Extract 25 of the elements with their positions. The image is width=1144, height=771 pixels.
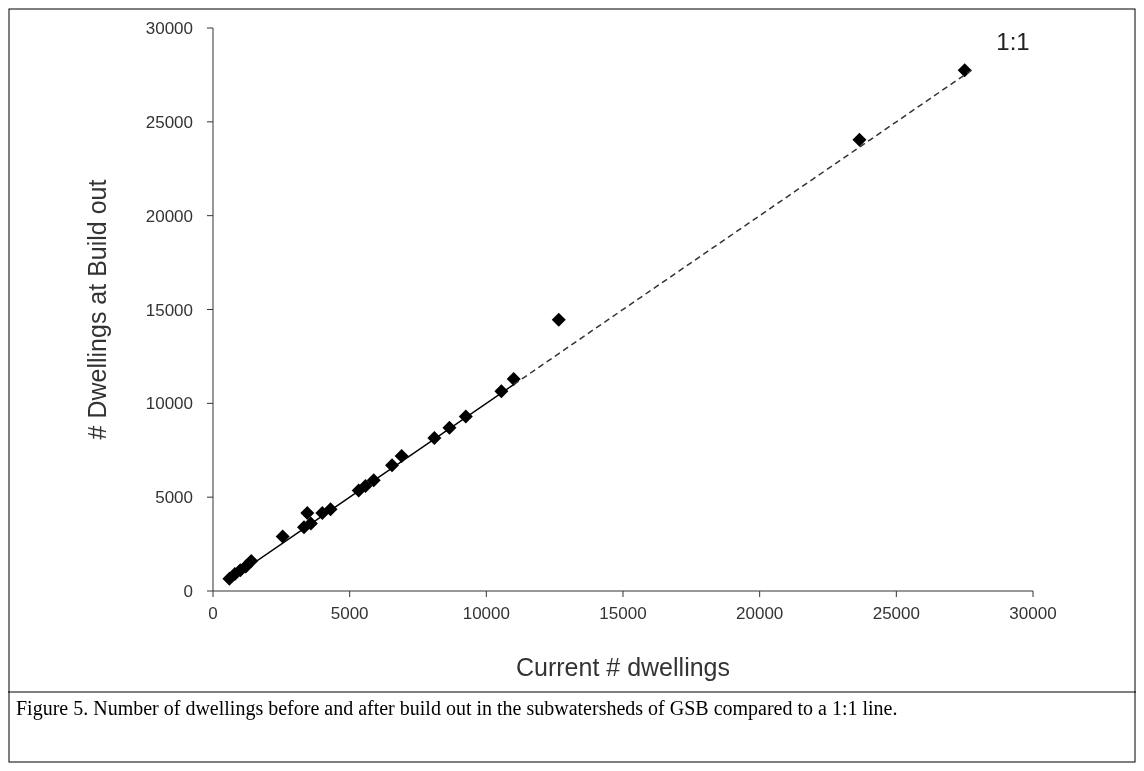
point bbox=[506, 371, 521, 386]
point bbox=[551, 312, 566, 327]
x-tick-label: 10000 bbox=[462, 604, 510, 623]
annotation: 1:1 bbox=[996, 28, 1030, 55]
y-tick-label: 0 bbox=[183, 582, 193, 601]
y-tick-label: 5000 bbox=[155, 488, 193, 508]
point bbox=[275, 529, 290, 544]
x-tick-label: 30000 bbox=[1009, 604, 1057, 623]
x-tick-label: 15000 bbox=[599, 604, 647, 623]
x-tick-label: 5000 bbox=[330, 604, 369, 623]
x-tick-label: 20000 bbox=[736, 604, 784, 623]
point bbox=[394, 448, 409, 463]
x-tick-label: 25000 bbox=[872, 604, 920, 623]
y-tick-label: 25000 bbox=[145, 112, 193, 132]
point bbox=[852, 132, 867, 147]
y-tick-label: 10000 bbox=[145, 394, 193, 414]
x-axis-title: Current # dwellings bbox=[516, 653, 730, 681]
y-tick-label: 30000 bbox=[145, 19, 193, 38]
point bbox=[300, 506, 315, 521]
point bbox=[957, 63, 972, 78]
y-tick-label: 20000 bbox=[145, 206, 193, 226]
y-tick-label: 15000 bbox=[145, 300, 193, 320]
y-axis-title: # Dwellings at Build out bbox=[83, 179, 111, 440]
caption: Figure 5. Number of dwellings before and after build out in the subwatersheds of GSB compared to a 1:1 line. bbox=[16, 696, 899, 722]
x-tick-label: 0 bbox=[208, 604, 218, 623]
